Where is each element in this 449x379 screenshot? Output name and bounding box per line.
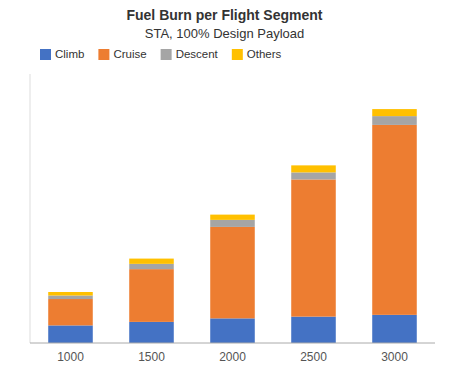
legend-label: Climb [55,48,84,60]
bar-segment [48,299,93,325]
legend-swatch [98,49,109,60]
bar-segment [129,269,174,322]
bar-segment [291,172,336,179]
legend-label: Others [247,48,282,60]
legend-label: Descent [176,48,219,60]
bar-segment [210,220,255,227]
bar-segment [291,317,336,343]
bar-segment [372,315,417,343]
bar-segment [48,325,93,343]
chart-svg: Fuel Burn per Flight Segment STA, 100% De… [0,0,449,379]
bar-segment [210,215,255,220]
bar-segment [372,109,417,116]
x-tick-label: 1500 [138,350,165,364]
bar-segment [48,292,93,296]
title: Fuel Burn per Flight Segment [126,7,322,23]
x-axis-line [30,343,435,344]
subtitle: STA, 100% Design Payload [145,26,304,41]
bar-segment [372,125,417,315]
legend-swatch [161,49,172,60]
x-tick-label: 2500 [300,350,327,364]
bar-segment [372,116,417,125]
bar-segment [291,165,336,172]
bar-segment [129,264,174,269]
x-tick-label: 2000 [219,350,246,364]
legend-swatch [232,49,243,60]
bar-segment [210,227,255,318]
bars [48,109,417,343]
bar-segment [129,259,174,264]
legend-swatch [40,49,51,60]
bar-segment [291,179,336,316]
x-tick-label: 1000 [57,350,84,364]
legend: Climb Cruise Descent Others [40,48,282,60]
bar-segment [129,322,174,343]
legend-label: Cruise [113,48,146,60]
bar-segment [210,318,255,343]
x-tick-label: 3000 [381,350,408,364]
chart-container: Fuel Burn per Flight Segment STA, 100% De… [0,0,449,379]
y-axis-line [30,74,31,343]
bar-segment [48,296,93,300]
